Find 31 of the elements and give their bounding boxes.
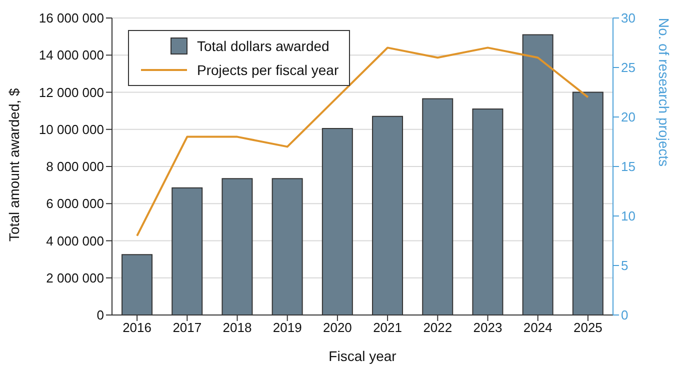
y-tick-label: 8 000 000 [46,159,104,174]
y2-tick-label: 30 [621,10,636,26]
y-tick-label: 4 000 000 [46,233,104,248]
x-tick-label: 2020 [322,320,352,336]
x-axis-title: Fiscal year [328,348,397,364]
x-tick-label: 2018 [222,320,252,336]
y-tick-label: 6 000 000 [46,196,104,212]
x-tick-label: 2017 [172,320,202,336]
y2-tick-label: 20 [621,110,636,125]
x-tick-label: 2023 [473,320,502,336]
y-axis-title: Total amount awarded, $ [6,88,22,242]
legend-label: Projects per fiscal year [197,62,339,78]
x-tick-label: 2025 [573,320,602,336]
y-tick-label: 10 000 000 [38,122,104,137]
x-tick-label: 2022 [423,320,452,336]
y-tick-label: 0 [96,308,104,323]
x-tick-label: 2021 [373,320,402,336]
y-tick-label: 14 000 000 [38,48,104,63]
legend-label: Total dollars awarded [197,38,330,54]
y-tick-label: 16 000 000 [38,10,104,26]
x-tick-label: 2019 [272,320,302,336]
x-tick-label: 2024 [523,320,552,336]
x-tick-label: 2016 [122,320,152,336]
y2-axis-title: No. of research projects [656,18,672,166]
y-tick-label: 2 000 000 [46,270,104,286]
y2-tick-label: 15 [621,159,636,174]
y-tick-label: 12 000 000 [38,84,104,100]
y2-tick-label: 5 [621,258,628,274]
y2-tick-label: 10 [621,208,636,224]
y2-tick-label: 25 [621,60,636,76]
y2-tick-label: 0 [621,308,628,323]
